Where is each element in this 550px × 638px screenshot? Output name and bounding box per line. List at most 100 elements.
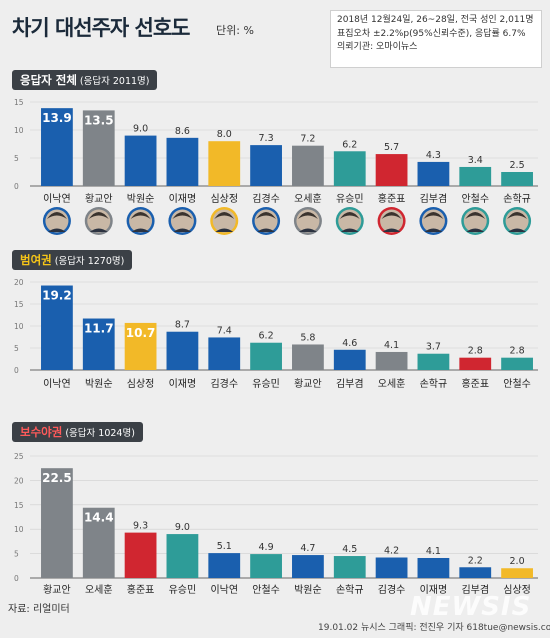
portrait-hair: [172, 212, 193, 219]
category-label: 유승민: [336, 193, 364, 205]
unit-label: 단위: %: [216, 24, 254, 37]
bar-안철수: [250, 554, 282, 578]
category-label: 홍준표: [461, 377, 489, 390]
category-label: 심상정: [503, 584, 531, 596]
category-label: 김경수: [252, 192, 280, 205]
bar-심상정: [124, 322, 157, 370]
bar-유승민: [166, 534, 199, 578]
category-label: 이낙연: [43, 193, 71, 205]
bar-심상정: [501, 568, 533, 578]
value-label: 2.2: [468, 555, 483, 566]
portrait-hair: [297, 212, 318, 219]
value-label: 10.7: [126, 326, 156, 340]
portrait-body: [89, 228, 108, 232]
value-label: 2.8: [468, 346, 483, 357]
value-label: 4.7: [300, 543, 315, 554]
bar-김부겸: [333, 349, 366, 370]
category-label: 김경수: [378, 583, 406, 596]
bar-홍준표: [375, 154, 408, 186]
bar-박원순: [82, 318, 115, 370]
value-label: 3.7: [426, 342, 441, 353]
bar-이재명: [166, 137, 199, 186]
value-label: 4.1: [384, 340, 399, 351]
section-subtitle: (응답자 1270명): [54, 256, 125, 267]
y-tick-label: 15: [14, 300, 24, 309]
category-label: 박원순: [85, 378, 113, 390]
page-title: 차기 대선주자 선호도: [12, 16, 191, 40]
portrait-hair: [423, 212, 444, 219]
category-label: 박원순: [127, 193, 155, 205]
value-label: 13.5: [84, 113, 114, 127]
portrait-hair: [381, 212, 402, 219]
value-label: 13.9: [42, 111, 72, 125]
survey-info-line: 2018년 12월24일, 26~28일, 전국 성인 2,011명: [337, 15, 534, 25]
category-label: 안철수: [461, 193, 489, 205]
portrait-body: [257, 228, 276, 232]
bar-손학규: [417, 353, 450, 370]
value-label: 8.0: [217, 129, 232, 140]
category-label: 안철수: [252, 584, 280, 596]
bar-이재명: [166, 331, 199, 370]
section-subtitle: (응답자 1024명): [65, 428, 135, 439]
value-label: 22.5: [42, 471, 72, 485]
y-tick-label: 5: [14, 154, 19, 163]
value-label: 4.9: [259, 542, 274, 553]
bar-오세훈: [82, 507, 115, 578]
y-tick-label: 25: [14, 452, 24, 461]
category-label: 황교안: [294, 378, 322, 390]
chart-all-respondents: 0 5 10 15 13.9 이낙연 13.5 황교안 9.0 박원순 8.6 이재명 8.0 심상정 7.…: [14, 98, 538, 235]
section-title: 범여권: [20, 253, 52, 267]
category-label: 김부겸: [420, 193, 448, 205]
value-label: 3.4: [468, 155, 483, 166]
bar-손학규: [333, 556, 366, 578]
bar-박원순: [292, 555, 324, 578]
category-label: 안철수: [503, 378, 531, 390]
category-label: 심상정: [210, 193, 238, 205]
category-label: 손학규: [420, 378, 448, 390]
category-label: 김부겸: [336, 378, 364, 390]
portrait-body: [215, 228, 234, 232]
bar-김부겸: [459, 567, 492, 578]
newsis-watermark: NEWSIS: [410, 592, 532, 622]
value-label: 19.2: [42, 289, 72, 303]
category-label: 이재명: [420, 584, 448, 596]
bar-박원순: [124, 135, 157, 186]
bar-황교안: [82, 110, 115, 186]
y-tick-label: 10: [14, 525, 24, 534]
bar-이재명: [417, 557, 450, 578]
bar-손학규: [501, 172, 533, 186]
y-tick-label: 0: [14, 366, 19, 375]
source-label: 자료: 리얼미터: [8, 604, 70, 615]
bar-유승민: [333, 151, 366, 186]
portrait-hair: [214, 212, 235, 219]
portrait-body: [131, 228, 150, 232]
y-tick-label: 15: [14, 501, 24, 510]
portrait-hair: [507, 212, 528, 219]
category-label: 오세훈: [378, 377, 406, 390]
category-label: 이재명: [169, 193, 197, 205]
value-label: 2.8: [510, 346, 525, 357]
value-label: 4.2: [384, 546, 399, 557]
section-label-all: 응답자 전체 (응답자 2011명): [12, 70, 158, 90]
category-label: 손학규: [503, 193, 531, 205]
y-tick-label: 15: [14, 98, 24, 107]
category-label: 이낙연: [210, 584, 238, 596]
bar-이낙연: [208, 553, 241, 578]
portrait-hair: [465, 212, 486, 219]
value-label: 4.5: [342, 544, 357, 555]
category-label: 김부겸: [461, 584, 489, 596]
category-label: 이낙연: [43, 378, 71, 390]
value-label: 6.2: [342, 139, 357, 150]
y-tick-label: 20: [14, 476, 24, 485]
portrait-body: [47, 228, 66, 232]
chart-ruling-camp: 0 5 10 15 20 19.2 이낙연 11.7 박원순 10.7 심상정 8.7 이재명 7.4 김경…: [14, 278, 538, 390]
bar-심상정: [208, 141, 241, 186]
value-label: 5.1: [217, 541, 232, 552]
y-tick-label: 10: [14, 126, 24, 135]
portrait-body: [508, 228, 527, 232]
value-label: 4.1: [426, 546, 441, 557]
bar-김경수: [250, 145, 282, 186]
section-subtitle: (응답자 2011명): [79, 76, 150, 87]
category-label: 박원순: [294, 584, 322, 596]
portrait-body: [298, 228, 317, 232]
